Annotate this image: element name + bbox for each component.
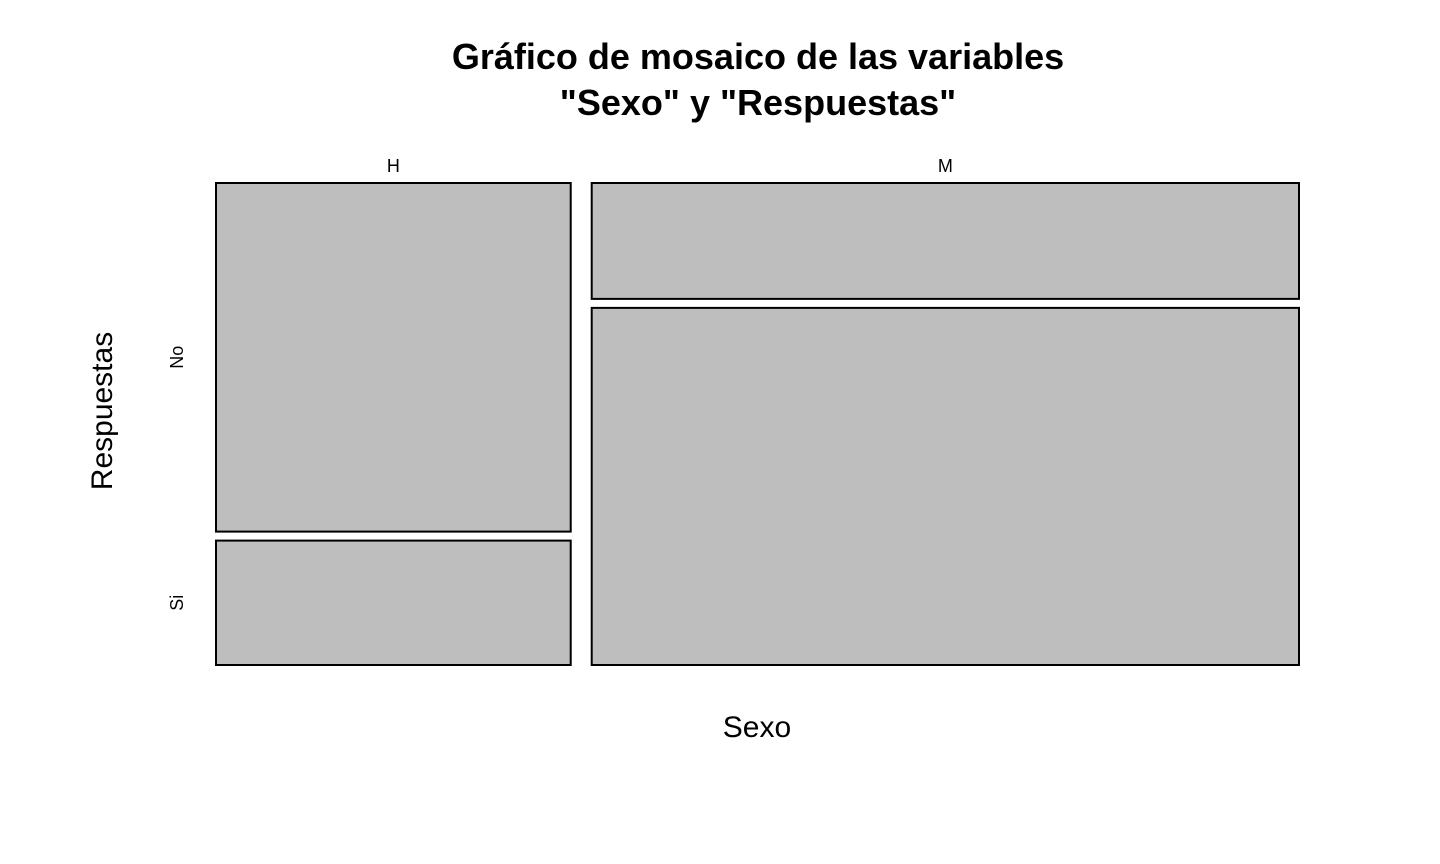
mosaic-labels: H M No Si	[167, 156, 953, 611]
mosaic-tile-H-Si	[215, 539, 572, 667]
mosaic-tile-M-No	[590, 182, 1300, 300]
mosaic-tiles	[215, 182, 1300, 667]
mosaic-tile-H-No	[215, 182, 572, 533]
mosaic-tile-M-Si	[590, 306, 1300, 666]
x-category-label-H: H	[387, 156, 400, 176]
chart-title-line-2: "Sexo" y "Respuestas"	[559, 82, 957, 123]
chart-title-line-1: Gráfico de mosaico de las variables	[451, 36, 1065, 77]
y-axis-title: Respuestas	[86, 332, 119, 490]
y-category-label-Si: Si	[167, 595, 187, 611]
y-category-label-No: No	[167, 346, 187, 369]
x-category-label-M: M	[938, 156, 953, 176]
x-axis-title: Sexo	[723, 711, 791, 744]
